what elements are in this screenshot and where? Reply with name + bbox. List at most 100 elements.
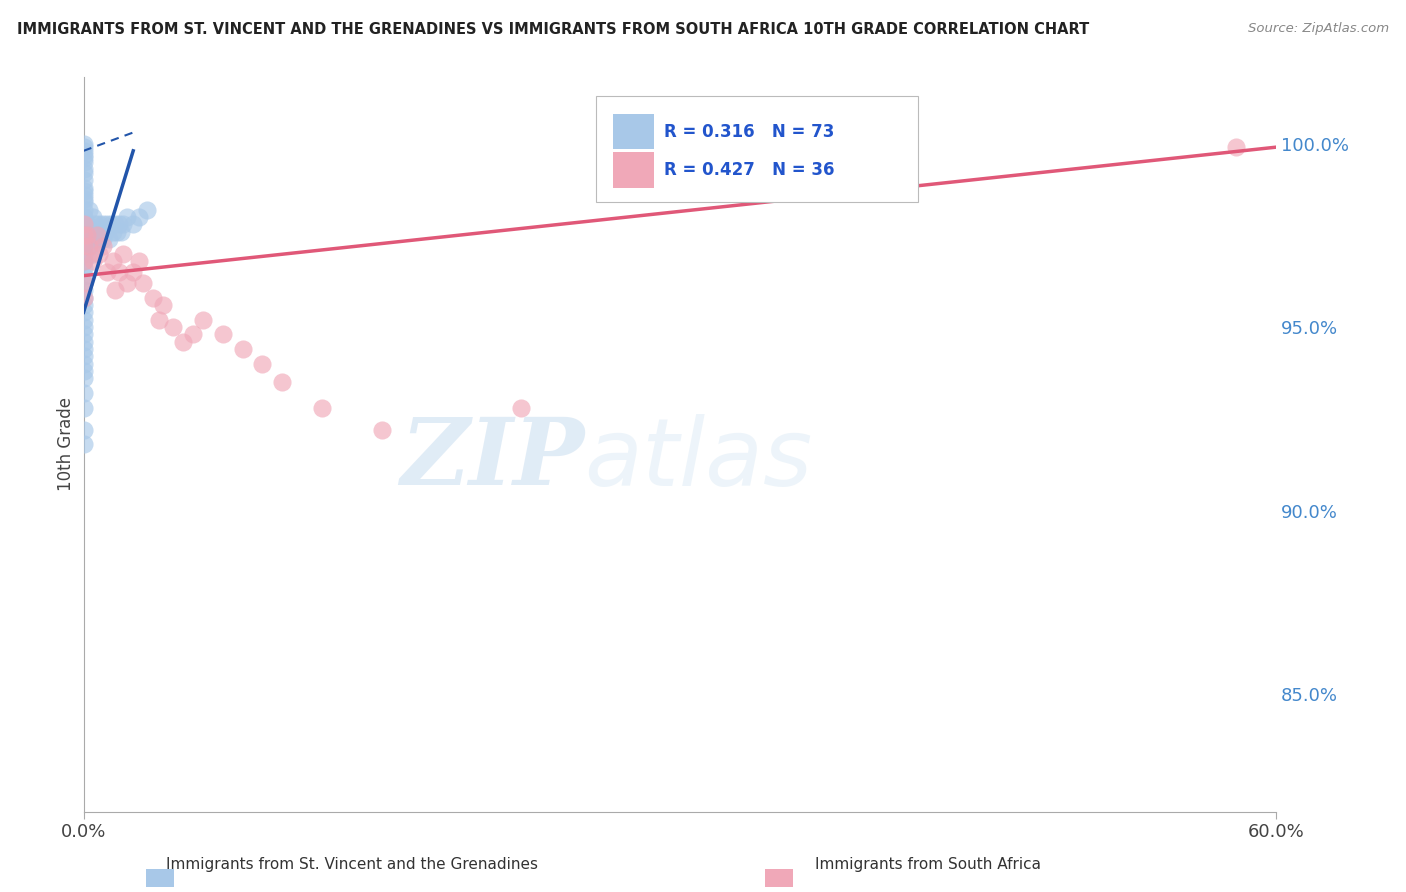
- Point: [103, 254, 125, 268]
- Point: [72, 423, 94, 437]
- Point: [136, 202, 159, 217]
- Text: IMMIGRANTS FROM ST. VINCENT AND THE GRENADINES VS IMMIGRANTS FROM SOUTH AFRICA 1: IMMIGRANTS FROM ST. VINCENT AND THE GREN…: [17, 22, 1090, 37]
- Point: [72, 371, 94, 385]
- Point: [370, 423, 392, 437]
- Point: [72, 225, 94, 239]
- Point: [72, 327, 94, 342]
- Point: [152, 298, 174, 312]
- Point: [104, 217, 127, 231]
- Point: [72, 276, 94, 290]
- Point: [72, 239, 94, 253]
- FancyBboxPatch shape: [596, 95, 918, 202]
- Point: [148, 312, 170, 326]
- Point: [191, 312, 214, 326]
- Point: [72, 184, 94, 198]
- Text: Immigrants from St. Vincent and the Grenadines: Immigrants from St. Vincent and the Gren…: [166, 857, 537, 872]
- Point: [94, 225, 117, 239]
- Point: [93, 217, 115, 231]
- Point: [72, 305, 94, 319]
- Point: [72, 239, 94, 253]
- Point: [72, 154, 94, 169]
- Point: [104, 283, 127, 297]
- Point: [72, 192, 94, 206]
- Point: [142, 291, 165, 305]
- Point: [72, 195, 94, 210]
- Point: [108, 265, 131, 279]
- Point: [72, 147, 94, 161]
- Point: [72, 261, 94, 276]
- Point: [72, 254, 94, 268]
- Point: [112, 246, 135, 260]
- Point: [80, 239, 103, 253]
- Point: [509, 401, 531, 415]
- Point: [231, 342, 253, 356]
- Point: [162, 320, 184, 334]
- Point: [105, 225, 128, 239]
- Point: [76, 228, 98, 243]
- Point: [72, 180, 94, 194]
- Point: [90, 225, 112, 239]
- Point: [72, 283, 94, 297]
- Point: [112, 217, 135, 231]
- Point: [132, 276, 155, 290]
- Point: [76, 232, 98, 246]
- Point: [93, 239, 115, 253]
- Point: [252, 357, 274, 371]
- Point: [76, 217, 98, 231]
- Point: [82, 210, 104, 224]
- Point: [72, 187, 94, 202]
- Point: [72, 268, 94, 283]
- Point: [172, 334, 194, 349]
- Point: [122, 217, 145, 231]
- Point: [72, 162, 94, 177]
- Point: [89, 217, 111, 231]
- Point: [72, 228, 94, 243]
- Point: [79, 202, 101, 217]
- Point: [72, 166, 94, 180]
- Point: [115, 210, 138, 224]
- Point: [72, 342, 94, 356]
- Point: [72, 210, 94, 224]
- FancyBboxPatch shape: [613, 153, 654, 187]
- Point: [72, 312, 94, 326]
- Point: [72, 357, 94, 371]
- Text: R = 0.427   N = 36: R = 0.427 N = 36: [664, 161, 835, 179]
- Point: [72, 246, 94, 260]
- Point: [96, 265, 118, 279]
- Point: [82, 254, 104, 268]
- Point: [72, 291, 94, 305]
- Point: [72, 364, 94, 378]
- Point: [86, 225, 108, 239]
- Point: [311, 401, 333, 415]
- Point: [72, 437, 94, 451]
- Point: [72, 386, 94, 401]
- Point: [89, 246, 111, 260]
- Point: [79, 239, 101, 253]
- Point: [122, 265, 145, 279]
- Point: [128, 210, 150, 224]
- Point: [100, 217, 122, 231]
- Point: [271, 375, 294, 389]
- FancyBboxPatch shape: [613, 114, 654, 149]
- Point: [72, 217, 94, 231]
- Point: [72, 320, 94, 334]
- Point: [72, 401, 94, 415]
- Point: [82, 246, 104, 260]
- Point: [72, 235, 94, 250]
- Point: [181, 327, 204, 342]
- Point: [72, 334, 94, 349]
- Point: [93, 232, 115, 246]
- Point: [84, 217, 107, 231]
- Point: [98, 232, 121, 246]
- Point: [72, 144, 94, 158]
- Point: [96, 217, 118, 231]
- Point: [115, 276, 138, 290]
- Point: [72, 350, 94, 364]
- Point: [80, 225, 103, 239]
- Text: R = 0.316   N = 73: R = 0.316 N = 73: [664, 123, 835, 141]
- Point: [82, 225, 104, 239]
- Point: [72, 276, 94, 290]
- Point: [89, 232, 111, 246]
- Point: [72, 228, 94, 243]
- Point: [84, 232, 107, 246]
